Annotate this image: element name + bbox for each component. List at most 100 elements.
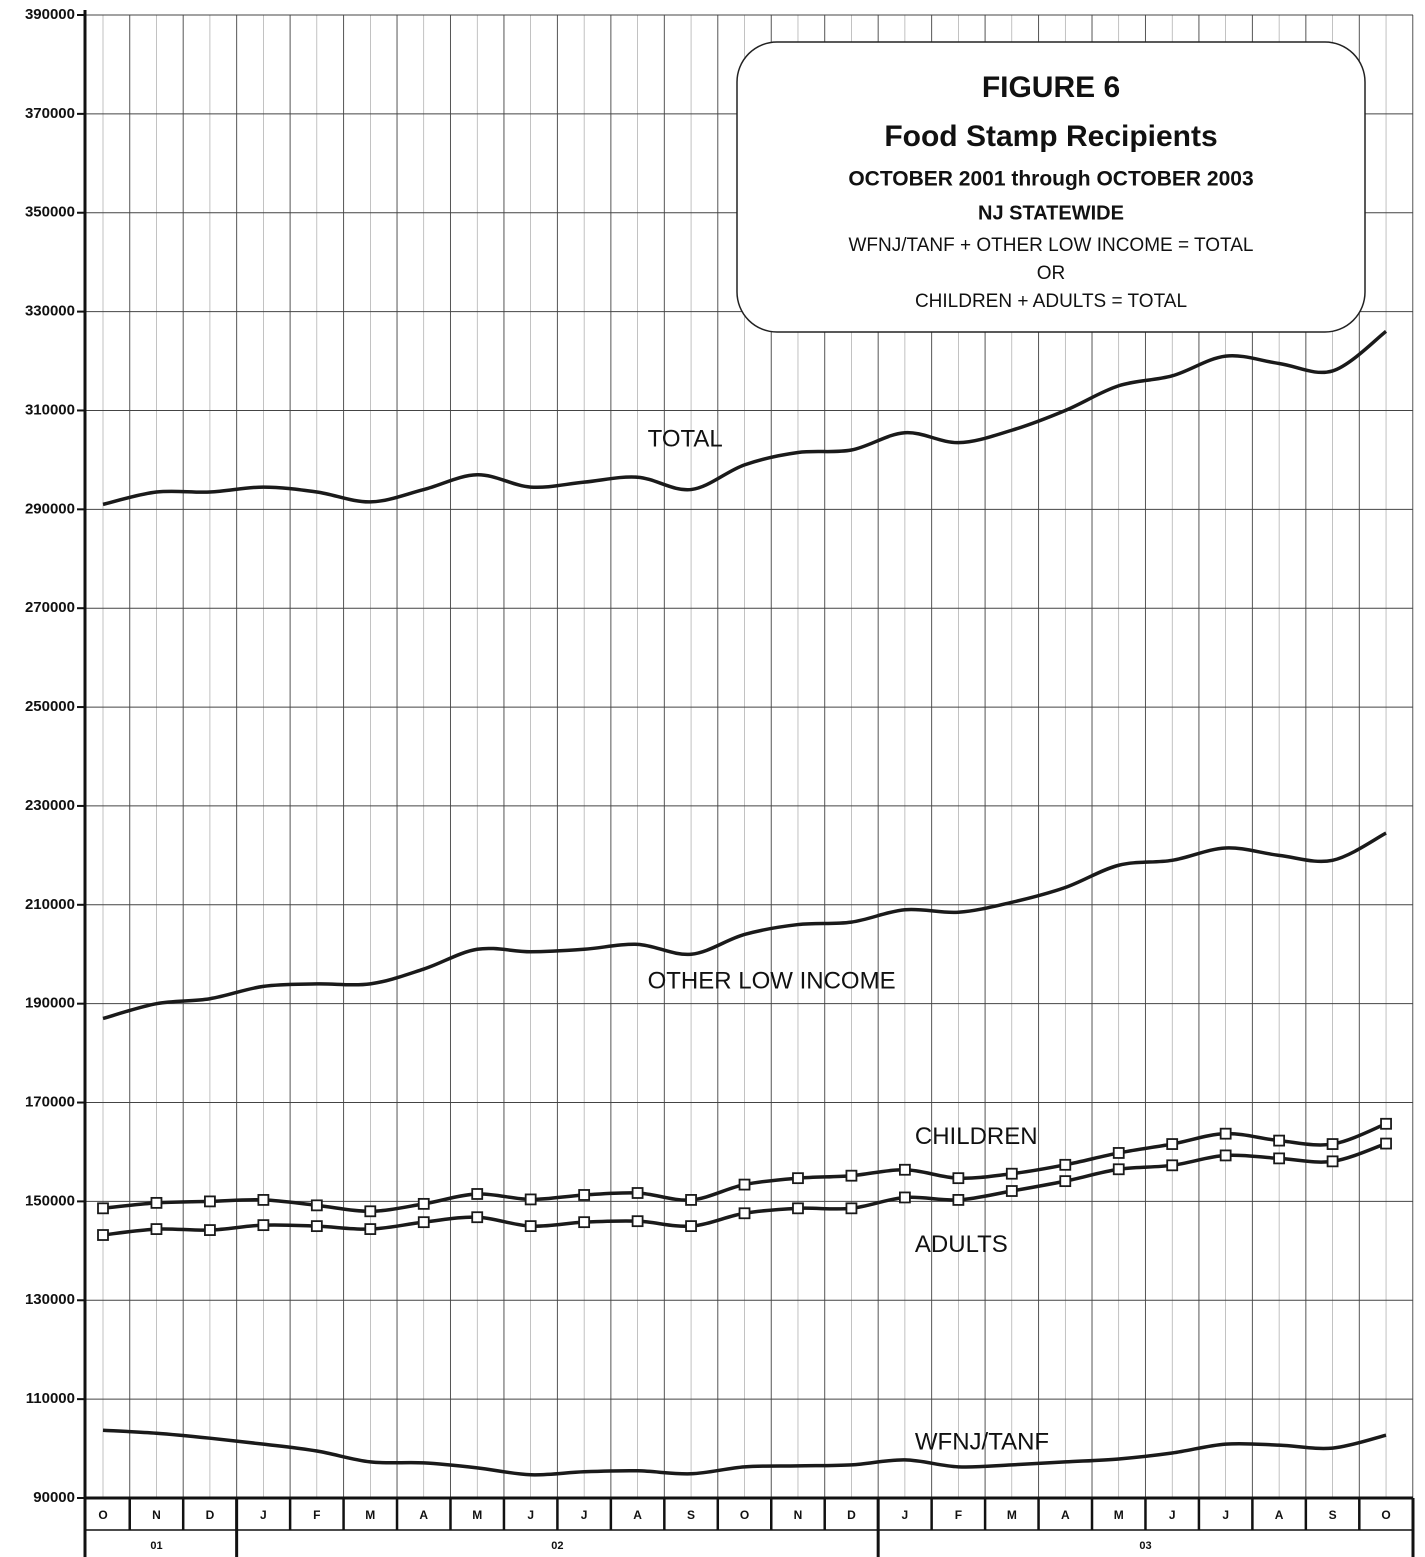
x-tick-label: S [687, 1508, 695, 1522]
x-tick-label: J [260, 1508, 267, 1522]
y-tick-label: 250000 [25, 698, 75, 715]
point-marker [1059, 1158, 1072, 1171]
y-tick-label: 150000 [25, 1192, 75, 1209]
x-tick-label: A [1061, 1508, 1070, 1522]
y-tick-label: 110000 [26, 1390, 75, 1407]
point-marker [685, 1194, 697, 1206]
x-tick-label: N [152, 1508, 161, 1522]
y-tick-label: 290000 [25, 500, 75, 517]
point-marker [1005, 1185, 1018, 1197]
point-marker [578, 1189, 591, 1201]
y-tick-label: 350000 [25, 204, 75, 221]
point-marker [792, 1172, 804, 1185]
point-marker [1166, 1138, 1179, 1150]
annotation: WFNJ/TANF + OTHER LOW INCOME = TOTAL [848, 235, 1253, 256]
annotation: CHILDREN + ADULTS = TOTAL [915, 291, 1187, 312]
title-box [736, 41, 1366, 333]
annotation: OCTOBER 2001 through OCTOBER 2003 [848, 168, 1253, 191]
point-marker [150, 1223, 163, 1235]
y-tick-label: 170000 [25, 1094, 75, 1111]
point-marker [257, 1219, 270, 1232]
x-tick-label: J [581, 1508, 588, 1522]
point-marker [310, 1220, 323, 1233]
point-marker [1326, 1155, 1339, 1168]
x-tick-label: J [1169, 1508, 1176, 1522]
point-marker [1166, 1159, 1179, 1172]
point-marker [631, 1187, 644, 1199]
point-marker [1219, 1149, 1232, 1162]
x-tick-label: F [313, 1508, 320, 1522]
point-marker [471, 1211, 484, 1224]
x-tick-label: A [419, 1508, 428, 1522]
x-tick-label: M [1007, 1508, 1017, 1522]
point-marker [578, 1216, 591, 1229]
year-label: 02 [551, 1540, 563, 1552]
point-marker [1005, 1167, 1018, 1180]
point-marker [792, 1202, 804, 1215]
point-marker [417, 1216, 430, 1229]
y-tick-label: 390000 [25, 6, 75, 23]
point-marker [1112, 1147, 1125, 1159]
point-marker [471, 1188, 484, 1200]
x-tick-label: D [206, 1508, 215, 1522]
point-marker [1112, 1163, 1125, 1176]
y-tick-label: 210000 [25, 896, 75, 913]
series-label: CHILDREN [915, 1123, 1038, 1150]
year-label: 01 [150, 1540, 162, 1552]
point-marker [1273, 1134, 1286, 1147]
series-label: ADULTS [915, 1231, 1008, 1258]
annotation: NJ STATEWIDE [978, 202, 1124, 224]
point-marker [738, 1178, 751, 1191]
point-marker [952, 1194, 965, 1206]
point-marker [364, 1205, 377, 1218]
y-tick-label: 370000 [25, 105, 75, 122]
y-tick-label: 230000 [25, 797, 75, 814]
point-marker [364, 1223, 377, 1235]
point-marker [1059, 1175, 1072, 1188]
point-marker [1326, 1138, 1339, 1150]
y-tick-label: 330000 [25, 303, 75, 320]
point-marker [417, 1197, 430, 1210]
point-marker [97, 1229, 109, 1241]
x-tick-label: A [633, 1508, 642, 1522]
point-marker [257, 1194, 270, 1206]
point-marker [310, 1199, 323, 1212]
x-tick-label: F [955, 1508, 962, 1522]
series-label: WFNJ/TANF [915, 1428, 1049, 1455]
y-tick-label: 270000 [25, 599, 75, 616]
x-tick-label: J [1222, 1508, 1229, 1522]
annotation: OR [1037, 263, 1066, 284]
x-tick-label: O [740, 1508, 749, 1522]
point-marker [150, 1196, 163, 1209]
point-marker [1273, 1152, 1286, 1165]
series-line [102, 329, 1388, 507]
point-marker [204, 1195, 216, 1208]
x-tick-label: A [1275, 1508, 1284, 1522]
point-marker [899, 1163, 911, 1176]
point-marker [1380, 1117, 1392, 1130]
year-label: 03 [1139, 1540, 1151, 1552]
chart-subtitle: Food Stamp Recipients [884, 120, 1217, 153]
point-marker [845, 1202, 858, 1215]
point-marker [631, 1215, 644, 1228]
y-tick-label: 90000 [33, 1489, 75, 1506]
x-tick-label: N [794, 1508, 803, 1522]
x-tick-label: J [902, 1508, 909, 1522]
point-marker [524, 1220, 537, 1233]
point-marker [952, 1172, 965, 1185]
x-tick-label: J [527, 1508, 534, 1522]
x-tick-label: S [1329, 1508, 1337, 1522]
x-tick-label: D [847, 1508, 856, 1522]
point-marker [204, 1224, 216, 1236]
point-marker [899, 1191, 911, 1204]
y-tick-label: 310000 [25, 401, 75, 418]
x-tick-label: O [98, 1508, 107, 1522]
y-tick-label: 190000 [25, 995, 75, 1012]
point-marker [738, 1207, 751, 1220]
x-tick-label: M [365, 1508, 375, 1522]
x-tick-label: M [1114, 1508, 1124, 1522]
series-label: OTHER LOW INCOME [648, 968, 896, 995]
point-marker [845, 1169, 858, 1182]
chart-title: FIGURE 6 [982, 71, 1120, 104]
